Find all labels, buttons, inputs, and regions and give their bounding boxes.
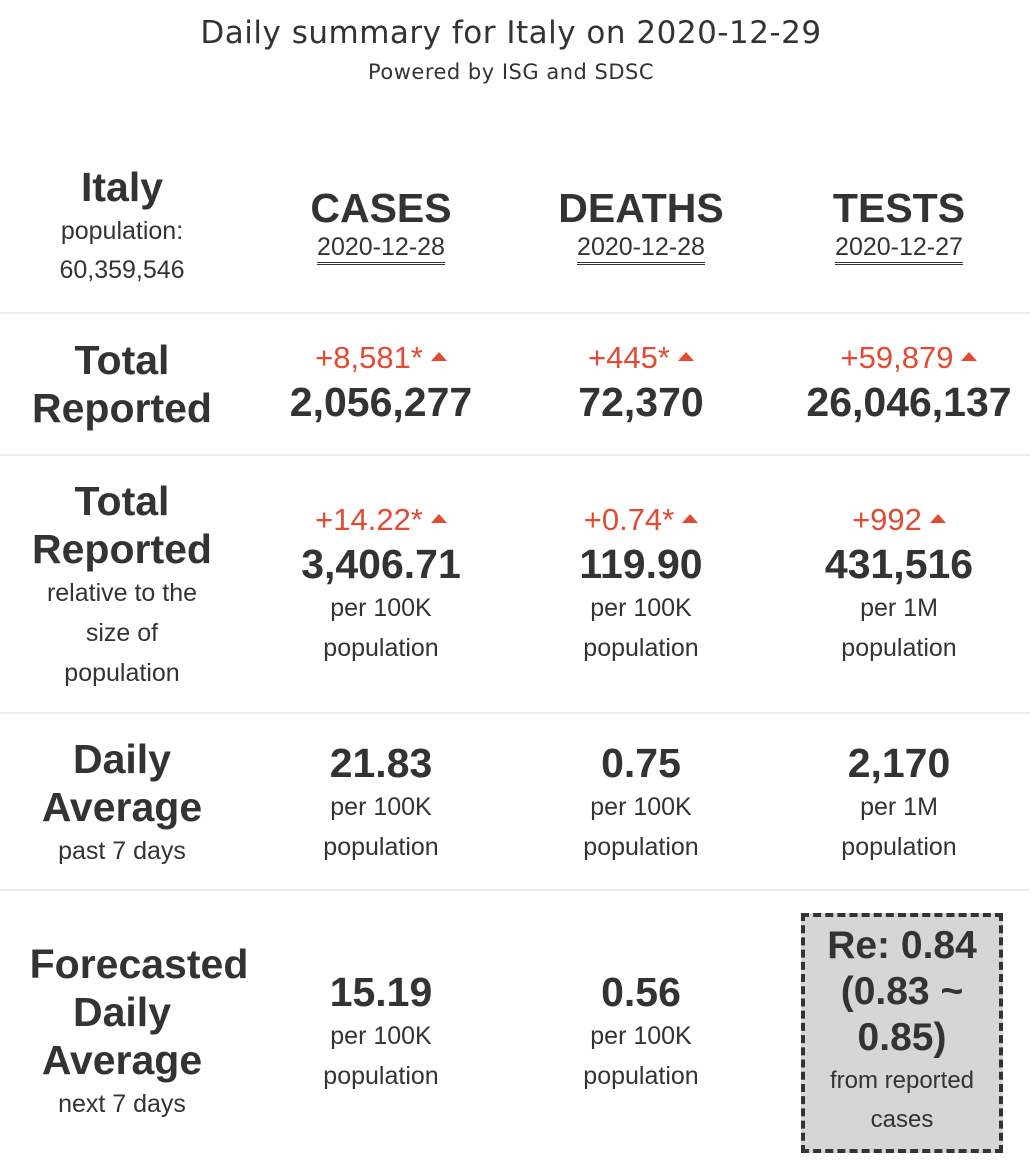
unit-label: per 100K <box>330 594 432 622</box>
total-value: 26,046,137 <box>806 379 1012 425</box>
unit-label: population <box>323 1062 439 1090</box>
row-label-relative: Total Reported relative to the size of p… <box>0 477 244 693</box>
row-label-line: Average <box>41 784 203 830</box>
relative-value: 431,516 <box>824 541 974 587</box>
row-label-line: Total <box>74 478 170 524</box>
re-estimate-box: Re: 0.84 (0.83 ~ 0.85) from reported cas… <box>801 913 1003 1153</box>
relative-value: 119.90 <box>579 541 703 587</box>
unit-label: population <box>583 634 699 662</box>
row-label-line: Average <box>41 1037 203 1083</box>
country-block: Italy population: 60,359,546 <box>0 163 244 289</box>
row-label-line: Total <box>74 337 170 383</box>
delta-value: +0.74* <box>512 500 770 540</box>
column-header-cases: CASES 2020-12-28 <box>252 184 510 265</box>
delta-value: +445* <box>512 338 770 378</box>
row-label-forecast-rest: Daily Average next 7 days <box>0 988 244 1124</box>
delta-value: +8,581* <box>252 338 510 378</box>
unit-label: population <box>841 634 957 662</box>
up-triangle-icon <box>929 514 946 524</box>
row-label-line: Reported <box>32 526 212 572</box>
row-label-forecast: Forecasted <box>0 940 278 988</box>
up-triangle-icon <box>430 352 447 362</box>
re-note: cases <box>870 1106 934 1133</box>
page-subtitle: Powered by ISG and SDSC <box>367 60 655 84</box>
forecast-cases-cell: 15.19 per 100K population <box>252 968 510 1096</box>
relative-cases-cell: +14.22* 3,406.71 per 100K population <box>252 500 510 668</box>
row-label-line: Daily <box>73 989 171 1035</box>
column-date-link[interactable]: 2020-12-28 <box>317 232 445 265</box>
total-value: 72,370 <box>578 379 704 425</box>
unit-label: per 1M <box>860 793 938 821</box>
population-label: population: <box>60 217 184 245</box>
row-sub-label: size of <box>85 619 159 647</box>
page-title: Daily summary for Italy on 2020-12-29 <box>200 15 822 51</box>
delta-value: +992 <box>770 500 1028 540</box>
unit-label: per 100K <box>330 793 432 821</box>
unit-label: per 100K <box>590 594 692 622</box>
unit-label: population <box>583 1062 699 1090</box>
unit-label: population <box>841 833 957 861</box>
re-range-end: 0.85) <box>857 1016 947 1059</box>
up-triangle-icon <box>682 514 699 524</box>
column-title: DEATHS <box>558 185 724 231</box>
unit-label: per 100K <box>330 1022 432 1050</box>
unit-label: population <box>323 634 439 662</box>
row-sub-label: next 7 days <box>58 1090 186 1118</box>
column-header-tests: TESTS 2020-12-27 <box>770 184 1028 265</box>
row-divider <box>0 454 1030 456</box>
total-tests-cell: +59,879 26,046,137 <box>780 338 1035 426</box>
daily-tests-cell: 2,170 per 1M population <box>770 739 1028 867</box>
population-value: 60,359,546 <box>59 256 185 284</box>
daily-cases-cell: 21.83 per 100K population <box>252 739 510 867</box>
row-sub-label: relative to the <box>46 579 198 607</box>
daily-value: 21.83 <box>329 740 433 786</box>
forecast-value: 0.56 <box>601 969 681 1015</box>
column-title: TESTS <box>832 185 966 231</box>
forecast-value: 15.19 <box>329 969 433 1015</box>
row-label-total: Total Reported <box>0 336 244 432</box>
country-name: Italy <box>80 164 164 210</box>
column-header-deaths: DEATHS 2020-12-28 <box>512 184 770 265</box>
total-deaths-cell: +445* 72,370 <box>512 338 770 426</box>
row-label-daily: Daily Average past 7 days <box>0 735 244 871</box>
re-note: from reported <box>829 1067 975 1094</box>
row-sub-label: population <box>64 659 180 687</box>
relative-deaths-cell: +0.74* 119.90 per 100K population <box>512 500 770 668</box>
row-label-line: Daily <box>73 736 171 782</box>
forecast-deaths-cell: 0.56 per 100K population <box>512 968 770 1096</box>
unit-label: population <box>323 833 439 861</box>
relative-value: 3,406.71 <box>301 541 461 587</box>
column-title: CASES <box>310 185 452 231</box>
row-sub-label: past 7 days <box>58 837 186 865</box>
up-triangle-icon <box>430 514 447 524</box>
re-value: Re: 0.84 <box>827 924 977 967</box>
up-triangle-icon <box>677 352 694 362</box>
column-date-link[interactable]: 2020-12-27 <box>835 232 963 265</box>
total-cases-cell: +8,581* 2,056,277 <box>252 338 510 426</box>
unit-label: per 1M <box>860 594 938 622</box>
row-divider <box>0 312 1030 314</box>
unit-label: population <box>583 833 699 861</box>
relative-tests-cell: +992 431,516 per 1M population <box>770 500 1028 668</box>
delta-value: +14.22* <box>252 500 510 540</box>
row-label-line: Reported <box>32 385 212 431</box>
row-divider <box>0 889 1030 891</box>
daily-value: 0.75 <box>601 740 681 786</box>
column-date-link[interactable]: 2020-12-28 <box>577 232 705 265</box>
delta-value: +59,879 <box>780 338 1035 378</box>
total-value: 2,056,277 <box>289 379 473 425</box>
row-label-line: Forecasted <box>29 941 249 987</box>
daily-value: 2,170 <box>847 740 951 786</box>
unit-label: per 100K <box>590 1022 692 1050</box>
row-divider <box>0 712 1030 714</box>
up-triangle-icon <box>961 352 978 362</box>
re-range-start: (0.83 ~ <box>840 970 964 1013</box>
daily-deaths-cell: 0.75 per 100K population <box>512 739 770 867</box>
unit-label: per 100K <box>590 793 692 821</box>
